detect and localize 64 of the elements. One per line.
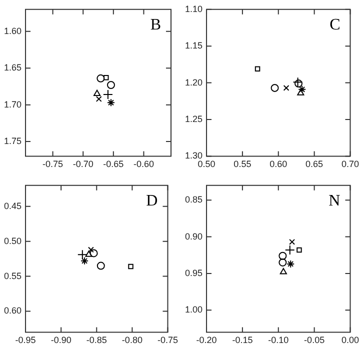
y-tick-label: 1.70 bbox=[4, 99, 22, 110]
x-tick-label: 0.70 bbox=[341, 159, 360, 170]
point bbox=[254, 66, 260, 72]
chart-title: N bbox=[328, 192, 341, 210]
x-tick-label: -0.15 bbox=[232, 335, 253, 346]
point bbox=[283, 84, 290, 91]
point bbox=[106, 81, 115, 89]
y-tick-label: 1.25 bbox=[184, 114, 203, 124]
chart-title: D bbox=[146, 192, 158, 210]
x-tick-label: -0.65 bbox=[103, 159, 124, 170]
x-tick-label: -0.70 bbox=[72, 159, 94, 170]
y-tick-label: 0.85 bbox=[184, 194, 203, 205]
x-tick-label: 0.60 bbox=[270, 159, 288, 170]
x-tick-label: 0.65 bbox=[306, 159, 324, 170]
x-tick-label: 0.55 bbox=[234, 159, 252, 170]
x-tick-label: -0.05 bbox=[304, 335, 325, 346]
x-tick-label: -0.90 bbox=[50, 335, 72, 346]
point bbox=[96, 262, 105, 270]
y-tick-label: 1.10 bbox=[184, 4, 203, 14]
y-tick-label: 1.20 bbox=[184, 77, 203, 88]
point bbox=[94, 90, 101, 96]
y-tick-label: 1.60 bbox=[4, 26, 22, 36]
point bbox=[90, 249, 98, 258]
point bbox=[286, 260, 295, 268]
point bbox=[278, 252, 287, 260]
y-tick-label: 0.55 bbox=[4, 270, 22, 281]
y-tick-label: 0.95 bbox=[184, 268, 203, 278]
point bbox=[270, 84, 279, 92]
point bbox=[128, 264, 134, 270]
y-tick-label: 1.65 bbox=[4, 62, 22, 73]
x-tick-label: -0.85 bbox=[86, 335, 107, 346]
y-tick-label: 1.75 bbox=[4, 136, 22, 146]
point bbox=[296, 247, 302, 253]
point bbox=[102, 90, 113, 100]
x-tick-label: -0.75 bbox=[42, 159, 64, 170]
x-tick-label: -0.20 bbox=[196, 335, 217, 346]
x-tick-label: -0.10 bbox=[268, 335, 289, 346]
point bbox=[85, 250, 92, 257]
point bbox=[104, 75, 109, 80]
chart-title: B bbox=[150, 16, 161, 34]
y-tick-label: 0.60 bbox=[4, 306, 22, 316]
y-tick-label: 1.30 bbox=[184, 150, 203, 161]
point bbox=[96, 74, 105, 82]
y-tick-label: 0.50 bbox=[4, 236, 22, 246]
x-tick-label: -0.80 bbox=[122, 335, 142, 346]
y-tick-label: 1.00 bbox=[184, 304, 203, 315]
point bbox=[106, 98, 115, 107]
point bbox=[278, 258, 287, 266]
y-tick-label: 0.45 bbox=[4, 200, 22, 211]
x-tick-label: 0.50 bbox=[198, 159, 216, 170]
chart-title: C bbox=[330, 16, 340, 34]
x-tick-label: -0.95 bbox=[15, 335, 36, 346]
point bbox=[284, 244, 295, 255]
point bbox=[280, 268, 287, 274]
y-tick-label: 0.90 bbox=[184, 231, 203, 242]
point bbox=[297, 89, 304, 96]
point bbox=[289, 238, 296, 245]
point bbox=[88, 246, 94, 253]
x-tick-label: -0.75 bbox=[157, 335, 178, 346]
point bbox=[96, 96, 102, 102]
x-tick-label: -0.60 bbox=[133, 159, 154, 170]
x-tick-label: 0.00 bbox=[341, 335, 360, 346]
y-tick-label: 1.15 bbox=[184, 40, 203, 51]
point bbox=[294, 80, 302, 88]
